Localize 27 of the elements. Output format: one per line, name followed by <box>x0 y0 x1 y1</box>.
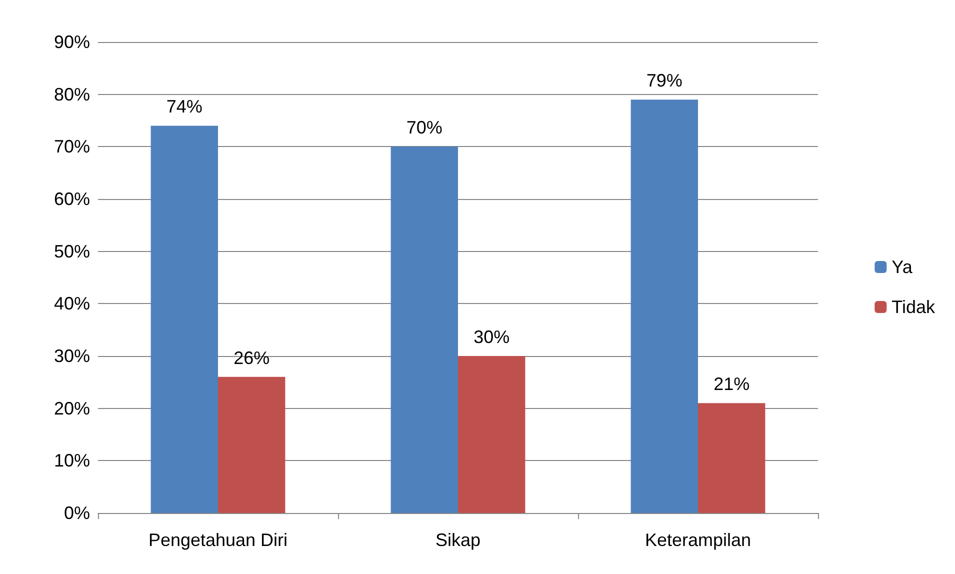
data-label: 26% <box>234 348 270 368</box>
data-label: 30% <box>474 327 510 347</box>
data-label: 21% <box>714 374 750 394</box>
y-tick-label: 90% <box>54 32 90 52</box>
data-label: 74% <box>166 96 202 117</box>
y-tick-label: 0% <box>64 503 90 523</box>
x-tick-label: Sikap <box>435 530 481 550</box>
bar <box>698 403 766 513</box>
bar <box>218 376 286 513</box>
x-tick-label: Keterampilan <box>644 530 752 550</box>
bar <box>630 100 698 513</box>
data-label: 70% <box>406 118 442 138</box>
y-tick-label: 50% <box>54 241 90 262</box>
bar <box>150 126 218 513</box>
y-tick-label: 60% <box>54 189 90 209</box>
data-label: 79% <box>646 70 682 91</box>
y-tick-label: 70% <box>54 136 90 157</box>
legend-label: Tidak <box>892 297 936 317</box>
x-tick-label: Pengetahuan Diri <box>148 530 288 550</box>
legend-label: Ya <box>892 257 914 277</box>
y-tick-label: 80% <box>54 84 90 104</box>
bar <box>390 146 458 513</box>
y-tick-label: 40% <box>54 294 90 314</box>
y-tick-label: 20% <box>54 398 90 418</box>
y-tick-label: 10% <box>54 450 90 471</box>
y-tick-label: 30% <box>54 346 90 366</box>
bar <box>458 356 526 513</box>
